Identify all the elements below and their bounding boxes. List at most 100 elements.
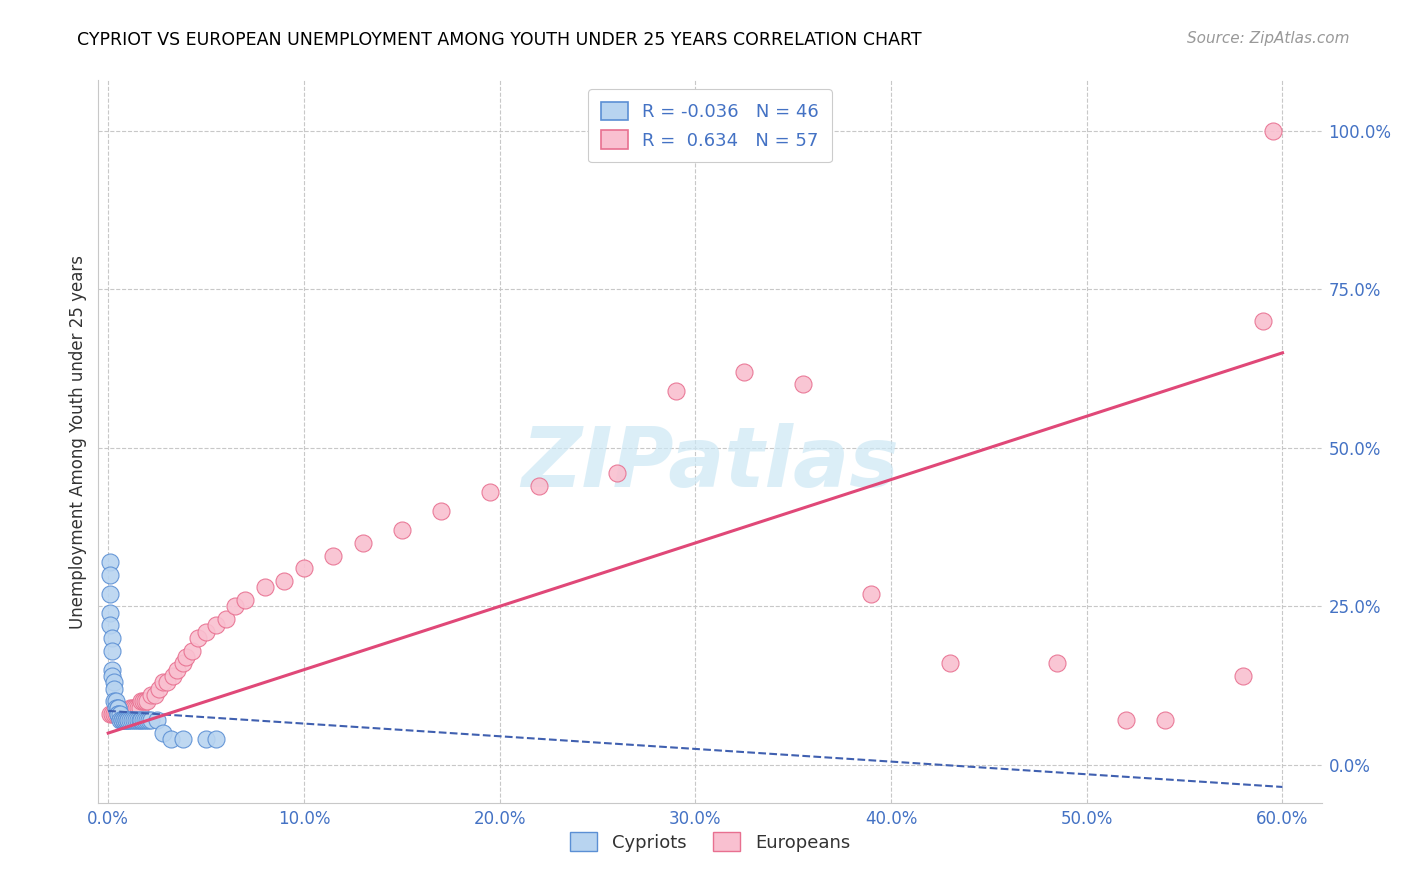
Point bbox=[136, 714, 159, 728]
Point bbox=[98, 587, 121, 601]
Point bbox=[111, 714, 134, 728]
Point bbox=[117, 714, 139, 728]
Point bbox=[128, 714, 150, 728]
Point bbox=[103, 675, 125, 690]
Point bbox=[121, 700, 143, 714]
Point bbox=[156, 675, 179, 690]
Point bbox=[117, 707, 139, 722]
Point bbox=[108, 707, 131, 722]
Point bbox=[112, 714, 135, 728]
Point bbox=[792, 377, 814, 392]
Point bbox=[733, 365, 755, 379]
Point bbox=[101, 631, 124, 645]
Point bbox=[114, 714, 136, 728]
Point bbox=[391, 523, 413, 537]
Point bbox=[1251, 314, 1274, 328]
Point bbox=[103, 694, 125, 708]
Point bbox=[122, 700, 145, 714]
Point bbox=[141, 714, 163, 728]
Point bbox=[181, 643, 204, 657]
Point bbox=[101, 707, 124, 722]
Point bbox=[1115, 714, 1137, 728]
Point bbox=[98, 707, 121, 722]
Point bbox=[136, 694, 159, 708]
Point bbox=[118, 714, 141, 728]
Point bbox=[111, 707, 134, 722]
Point bbox=[108, 707, 131, 722]
Point bbox=[108, 714, 131, 728]
Point bbox=[114, 707, 136, 722]
Point bbox=[111, 714, 134, 728]
Y-axis label: Unemployment Among Youth under 25 years: Unemployment Among Youth under 25 years bbox=[69, 254, 87, 629]
Point bbox=[322, 549, 344, 563]
Point bbox=[143, 688, 166, 702]
Point bbox=[124, 714, 146, 728]
Point bbox=[103, 681, 125, 696]
Point bbox=[128, 700, 150, 714]
Point bbox=[103, 707, 125, 722]
Point bbox=[162, 669, 184, 683]
Point bbox=[98, 618, 121, 632]
Point bbox=[1046, 657, 1069, 671]
Point bbox=[148, 681, 170, 696]
Point bbox=[152, 726, 174, 740]
Text: CYPRIOT VS EUROPEAN UNEMPLOYMENT AMONG YOUTH UNDER 25 YEARS CORRELATION CHART: CYPRIOT VS EUROPEAN UNEMPLOYMENT AMONG Y… bbox=[77, 31, 922, 49]
Point bbox=[224, 599, 246, 614]
Point bbox=[105, 707, 128, 722]
Point bbox=[1154, 714, 1177, 728]
Point bbox=[146, 714, 169, 728]
Point bbox=[138, 714, 160, 728]
Point bbox=[131, 714, 153, 728]
Point bbox=[1232, 669, 1254, 683]
Point bbox=[98, 567, 121, 582]
Text: Source: ZipAtlas.com: Source: ZipAtlas.com bbox=[1187, 31, 1350, 46]
Point bbox=[98, 555, 121, 569]
Point bbox=[160, 732, 183, 747]
Point bbox=[195, 732, 218, 747]
Point bbox=[292, 561, 315, 575]
Point bbox=[127, 714, 149, 728]
Point bbox=[205, 732, 228, 747]
Point bbox=[166, 663, 188, 677]
Point bbox=[172, 657, 194, 671]
Point bbox=[132, 694, 155, 708]
Point bbox=[187, 631, 209, 645]
Point bbox=[606, 467, 628, 481]
Point bbox=[253, 580, 276, 594]
Point bbox=[112, 707, 135, 722]
Point bbox=[122, 714, 145, 728]
Point bbox=[101, 643, 124, 657]
Legend: Cypriots, Europeans: Cypriots, Europeans bbox=[562, 825, 858, 859]
Point bbox=[124, 700, 146, 714]
Point bbox=[107, 707, 129, 722]
Point bbox=[98, 606, 121, 620]
Point bbox=[233, 593, 256, 607]
Point bbox=[107, 707, 129, 722]
Point bbox=[478, 485, 501, 500]
Point bbox=[214, 612, 236, 626]
Point bbox=[107, 700, 129, 714]
Point bbox=[107, 700, 129, 714]
Point bbox=[665, 384, 688, 398]
Point bbox=[176, 650, 198, 665]
Point bbox=[527, 479, 550, 493]
Point bbox=[131, 694, 153, 708]
Point bbox=[939, 657, 962, 671]
Point bbox=[352, 536, 374, 550]
Point bbox=[127, 700, 149, 714]
Point bbox=[105, 694, 128, 708]
Point bbox=[114, 714, 136, 728]
Point bbox=[117, 714, 139, 728]
Point bbox=[860, 587, 883, 601]
Text: ZIPatlas: ZIPatlas bbox=[522, 423, 898, 504]
Point bbox=[430, 504, 453, 518]
Point bbox=[205, 618, 228, 632]
Point bbox=[134, 694, 156, 708]
Point bbox=[195, 624, 218, 639]
Point bbox=[1261, 124, 1284, 138]
Point bbox=[121, 714, 143, 728]
Point bbox=[273, 574, 295, 588]
Point bbox=[141, 688, 163, 702]
Point bbox=[172, 732, 194, 747]
Point bbox=[134, 714, 156, 728]
